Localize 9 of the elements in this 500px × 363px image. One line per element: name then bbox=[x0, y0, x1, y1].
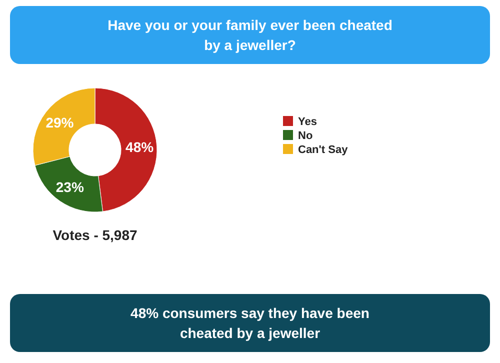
legend-label: Yes bbox=[298, 116, 317, 128]
data-label: 48% bbox=[126, 139, 154, 156]
chart-title: Have you or your family ever been cheated by a jeweller? bbox=[106, 16, 394, 55]
text: Votes - 5,987 bbox=[52, 227, 138, 243]
legend-label: Can't Say bbox=[298, 144, 349, 156]
legend-label: No bbox=[298, 130, 313, 142]
data-label: 29% bbox=[46, 114, 74, 131]
data-label: 23% bbox=[56, 178, 84, 195]
text: 48% consumers say they have been cheated by a jeweller bbox=[130, 304, 370, 343]
